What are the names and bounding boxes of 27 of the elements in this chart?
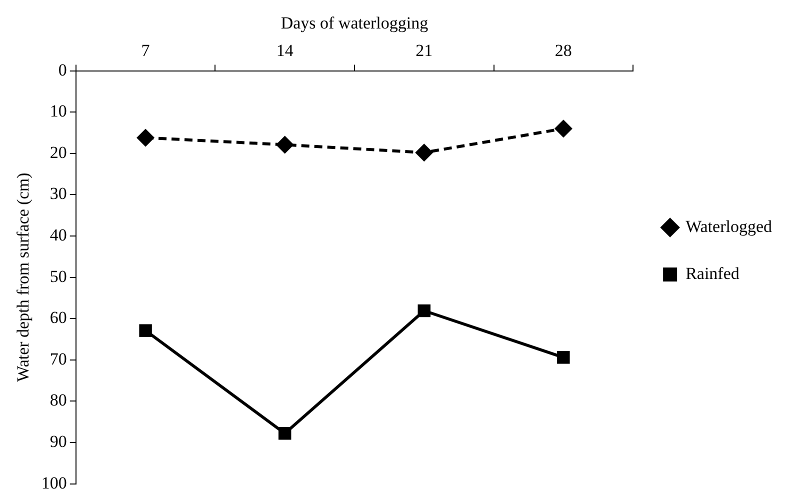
y-tick-label: 40 <box>50 225 67 244</box>
y-tick-label: 90 <box>50 432 67 451</box>
x-axis-title: Days of waterlogging <box>280 14 429 33</box>
point <box>557 351 570 364</box>
point <box>415 144 434 162</box>
y-tick-label: 30 <box>50 184 67 204</box>
point <box>136 128 155 147</box>
legend-label: Rainfed <box>686 264 740 283</box>
x-tick-label: 7 <box>141 41 150 60</box>
point <box>139 324 152 337</box>
x-tick-label: 28 <box>554 41 572 60</box>
y-tick-label: 70 <box>50 349 67 368</box>
point <box>278 427 292 440</box>
y-tick-label: 10 <box>50 102 67 121</box>
y-tick-label: 0 <box>58 60 67 80</box>
point <box>554 120 572 138</box>
x-tick-label: 21 <box>416 41 433 60</box>
y-axis-title: Water depth from surface (cm) <box>14 172 33 382</box>
x-tick-label: 14 <box>276 41 294 60</box>
point <box>418 304 430 318</box>
legend-label: Waterlogged <box>686 216 772 236</box>
y-tick-label: 60 <box>50 308 67 328</box>
y-tick-label: 50 <box>50 266 67 286</box>
point <box>276 136 294 154</box>
y-tick-label: 80 <box>50 390 67 410</box>
y-tick-label: 100 <box>41 473 67 492</box>
y-tick-label: 20 <box>50 142 67 162</box>
